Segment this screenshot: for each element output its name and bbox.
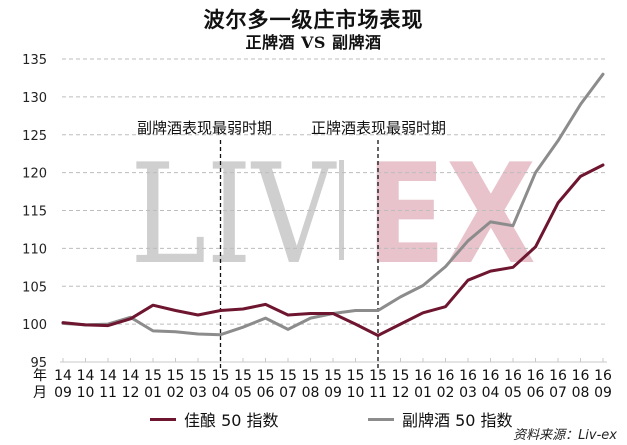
period-markers: 副牌酒表现最弱时期 正牌酒表现最弱时期 [137,119,446,368]
x-tick-month: 02 [437,385,455,401]
x-axis: 年月14091410141114121501150215031504150515… [33,358,612,401]
x-tick-year: 15 [144,368,162,384]
x-tick-month: 06 [257,385,275,401]
x-tick-month: 10 [77,385,95,401]
watermark-liv: LIV [130,134,337,295]
series-line-grand-vin-50 [61,163,605,337]
x-tick-month: 05 [234,385,252,401]
x-tick-month: 07 [279,385,297,401]
x-tick-month: 05 [504,385,522,401]
x-tick-year: 14 [77,368,95,384]
period-marker-label: 副牌酒表现最弱时期 [137,119,272,137]
x-tick-year: 15 [347,368,365,384]
x-tick-year: 14 [54,368,72,384]
x-tick-month: 04 [212,385,230,401]
x-tick-year: 15 [167,368,185,384]
y-tick-label: 100 [22,318,47,333]
x-tick-year: 16 [504,368,522,384]
legend-item-series1: 佳酿 50 指数 [150,407,279,431]
x-tick-year: 15 [369,368,387,384]
watermark-ex: EX [366,134,536,295]
x-tick-month: 09 [594,385,612,401]
x-tick-year: 15 [302,368,320,384]
y-tick-label: 130 [22,91,47,106]
x-tick-month: 09 [54,385,72,401]
y-tick-label: 135 [22,53,47,68]
x-tick-month: 06 [527,385,545,401]
y-axis-tick-labels: 95 100 105 110 115 120 125 130 135 [22,53,47,371]
y-tick-label: 115 [22,205,47,220]
x-tick-year: 15 [324,368,342,384]
x-tick-year: 16 [437,368,455,384]
x-axis-year-label: 年 [33,368,47,384]
legend-item-series2: 副牌酒 50 指数 [368,407,513,431]
x-axis-month-label: 月 [33,385,47,401]
data-series [61,72,605,337]
x-tick-month: 03 [459,385,477,401]
x-tick-month: 03 [189,385,207,401]
x-tick-month: 10 [347,385,365,401]
legend-swatch-dark-red [150,417,176,421]
x-tick-year: 16 [594,368,612,384]
chart-subtitle: 正牌酒 VS 副牌酒 [245,33,382,52]
y-tick-label: 95 [30,356,47,371]
x-tick-month: 08 [302,385,320,401]
y-tick-label: 120 [22,167,47,182]
x-tick-month: 02 [167,385,185,401]
y-tick-label: 110 [22,242,47,257]
watermark-divider [339,160,344,260]
chart-title: 波尔多一级庄市场表现 [203,7,424,32]
source-note: 资料来源：Liv-ex [513,428,617,443]
x-tick-month: 04 [482,385,500,401]
x-tick-month: 01 [144,385,162,401]
x-tick-year: 15 [392,368,410,384]
x-tick-year: 14 [99,368,117,384]
x-tick-month: 11 [369,385,387,401]
period-marker-label: 正牌酒表现最弱时期 [311,119,446,137]
liv-ex-watermark: LIV EX [130,134,536,295]
legend-label-series2: 副牌酒 50 指数 [402,411,513,430]
x-tick-year: 16 [414,368,432,384]
x-tick-month: 01 [414,385,432,401]
x-tick-year: 16 [459,368,477,384]
x-tick-year: 16 [527,368,545,384]
x-tick-year: 15 [279,368,297,384]
x-tick-month: 08 [572,385,590,401]
x-tick-year: 15 [212,368,230,384]
x-tick-month: 12 [392,385,410,401]
x-tick-year: 14 [122,368,140,384]
x-tick-month: 07 [549,385,567,401]
x-tick-year: 16 [482,368,500,384]
x-tick-month: 12 [122,385,140,401]
x-tick-month: 11 [99,385,117,401]
x-tick-year: 16 [549,368,567,384]
x-tick-month: 09 [324,385,342,401]
legend-label-series1: 佳酿 50 指数 [184,411,279,430]
x-tick-year: 15 [234,368,252,384]
y-tick-label: 105 [22,280,47,295]
x-tick-year: 15 [189,368,207,384]
x-tick-year: 15 [257,368,275,384]
x-tick-year: 16 [572,368,590,384]
y-tick-label: 125 [22,129,47,144]
legend-swatch-gray [368,417,394,421]
